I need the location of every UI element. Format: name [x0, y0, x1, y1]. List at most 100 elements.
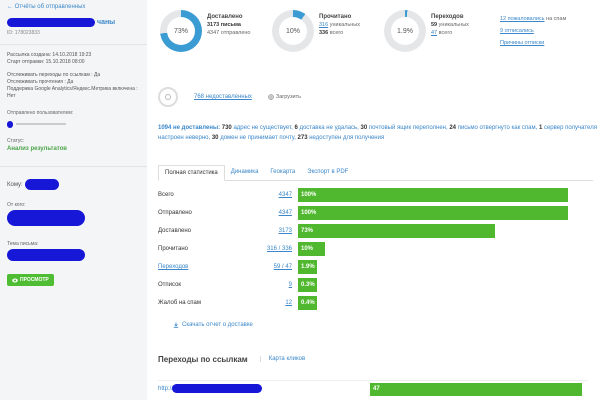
track-clicks-setting: Отслеживать переходы по ссылкам : Да [7, 72, 101, 78]
stats-row-value[interactable]: 4347 [278, 192, 292, 198]
opened-percent: 10% [279, 17, 307, 45]
back-link[interactable]: ← Отчёты об отправленных [7, 4, 86, 10]
spam-complaints-suffix: на спам [546, 16, 567, 22]
link-url-prefix: http:// [158, 385, 174, 392]
stats-row-label: Отписок [158, 282, 182, 288]
preview-button[interactable]: ПРОСМОТР [7, 274, 54, 286]
tab-geomap[interactable]: Геокарта [270, 169, 296, 175]
stats-bar: 1.9% [298, 260, 317, 274]
stats-table: Всего 4347 100% Отправлено 4347 100% Доставлен… [158, 186, 588, 312]
redacted-subject [7, 249, 85, 261]
eye-icon [12, 278, 18, 282]
clicks-unique-suffix: уникальных [438, 22, 469, 28]
download-icon [173, 322, 179, 328]
stats-row-value[interactable]: 4347 [278, 210, 292, 216]
stats-bar-track: 1.9% [298, 260, 568, 274]
summary-lead: 1094 не доставлены: [158, 125, 221, 131]
clicks-donut: 1.9% [384, 10, 426, 52]
clicks-total-link[interactable]: 47 [431, 30, 438, 36]
stats-row: Всего 4347 100% [158, 186, 588, 204]
download-report-link[interactable]: Скачать отчет о доставке [173, 322, 253, 328]
stats-bar-track: 0.3% [298, 278, 568, 292]
summary-text: недоступен для получения [309, 135, 385, 141]
stats-row-value[interactable]: 316 / 336 [266, 246, 292, 252]
undelivered-icon [158, 87, 178, 107]
status-value: Анализ результатов [7, 146, 67, 152]
sidebar: ← Отчёты об отправленных чаны ID: 178023… [0, 0, 147, 400]
click-map-link[interactable]: Карта кликов [259, 356, 305, 362]
upload-label: Загрузить [275, 94, 302, 100]
stats-bar: 0.3% [298, 278, 317, 292]
stats-bar: 10% [298, 242, 325, 256]
link-url[interactable]: http:// [158, 384, 370, 393]
main-panel: 73% Доставлено 3173 письма 4347 отправле… [153, 0, 600, 400]
track-opens-setting: Отслеживать прочтения : Да [7, 79, 74, 85]
stats-bar: 100% [298, 206, 568, 220]
sent-by-value [7, 119, 140, 129]
stats-bar-track: 100% [298, 206, 568, 220]
summary-num: 6 [294, 125, 298, 131]
to-field: Кому: [7, 179, 140, 190]
clicks-title: Переходов [431, 14, 464, 20]
redacted-user-line [16, 123, 66, 125]
summary-text: доставка не удалась, [299, 125, 359, 131]
campaign-title-suffix: чаны [97, 18, 116, 26]
opened-title: Прочитано [319, 14, 352, 20]
opened-unique-link[interactable]: 316 [319, 22, 329, 28]
stats-bar: 73% [298, 224, 496, 238]
stats-row: Доставлено 3173 73% [158, 222, 588, 240]
campaign-title: чаны [7, 15, 140, 29]
report-tabs: Полная статистика Динамика Геокарта Эксп… [158, 165, 593, 181]
stats-row-label: Доставлено [158, 228, 192, 234]
upload-button[interactable]: Загрузить [268, 94, 301, 100]
tab-full-stats[interactable]: Полная статистика [158, 165, 225, 181]
campaign-id: ID: 178023833 [7, 30, 40, 36]
summary-text: почтовый ящик переполнен, [368, 125, 448, 131]
tab-dynamics[interactable]: Динамика [230, 169, 259, 175]
summary-num: 30 [211, 135, 219, 141]
summary-num: 1 [538, 125, 543, 131]
delivered-donut: 73% [160, 10, 202, 52]
stats-row-label: Всего [158, 192, 174, 198]
link-clicks-header: Переходы по ссылкам Карта кликов [158, 352, 593, 366]
undelivered-link[interactable]: 768 недоставленных [194, 94, 252, 100]
delivered-count: 3173 [207, 22, 220, 28]
delivered-percent: 73% [167, 17, 195, 45]
stats-row-value[interactable]: 12 [285, 300, 292, 306]
stats-bar-track: 10% [298, 242, 568, 256]
summary-text: сервер получателя настроен неверно, [158, 125, 597, 141]
sent-count: 4347 отправлено [207, 30, 251, 36]
divider [0, 166, 147, 167]
opened-stat: 10% Прочитано 316 уникальных 336 всего [272, 10, 360, 52]
stats-row-value[interactable]: 9 [288, 282, 292, 288]
download-report-label: Скачать отчет о доставке [182, 322, 253, 328]
globe-icon [268, 94, 274, 100]
tab-export-pdf[interactable]: Экспорт в PDF [307, 169, 349, 175]
sent-by-label: Отправлено пользователем: [7, 110, 74, 116]
undelivered-summary: 1094 не доставлены: 730 адрес не существ… [158, 123, 598, 143]
stats-row-value[interactable]: 3173 [278, 228, 292, 234]
ga-setting: Поддержка Google Analytics/Яндекс.Метрик… [7, 86, 138, 99]
stats-row-value[interactable]: 59 / 47 [273, 264, 292, 270]
stats-row-label[interactable]: Переходов [158, 264, 189, 270]
summary-num: 273 [297, 135, 308, 141]
clicks-percent: 1.9% [391, 17, 419, 45]
spam-complaints-link[interactable]: 12 пожаловались [500, 16, 545, 22]
opened-unique-suffix: уникальных [329, 22, 360, 28]
stats-row: Отправлено 4347 100% [158, 204, 588, 222]
redacted-user [7, 120, 13, 128]
unsubscribed-link[interactable]: 9 отписались [500, 28, 534, 34]
stats-bar-track: 73% [298, 224, 568, 238]
stats-row-label: Жалоб на спам [158, 300, 201, 306]
summary-text: домен не принимает почту, [220, 135, 296, 141]
summary-text: адрес не существует, [233, 125, 293, 131]
unsubscribe-reasons-link[interactable]: Причины отписки [500, 40, 545, 46]
redacted-url [172, 384, 263, 393]
delivered-stat: 73% Доставлено 3173 письма 4347 отправле… [160, 10, 250, 52]
summary-num: 30 [360, 125, 368, 131]
created-date: Рассылка создана: 14.10.2018 19:23 [7, 52, 92, 58]
opened-total: 336 [319, 30, 329, 36]
stats-bar-track: 100% [298, 188, 568, 202]
stats-bar: 0.4% [298, 296, 317, 310]
